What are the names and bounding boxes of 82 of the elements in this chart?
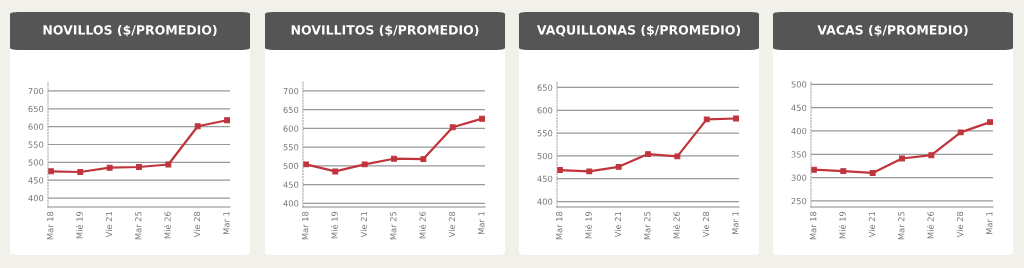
x-tick-label: Mar 1	[478, 211, 485, 235]
point	[449, 124, 456, 131]
point	[615, 163, 622, 170]
point	[332, 168, 339, 175]
x-tick-label: Vie 21	[105, 211, 113, 238]
y-tick-label: 500	[28, 159, 44, 166]
point	[77, 169, 84, 175]
y-tick-label: 400	[28, 195, 44, 202]
point	[811, 166, 817, 173]
point	[957, 129, 964, 136]
x-tick-label: Mar 18	[47, 211, 54, 240]
x-tick-label: Mar 25	[644, 211, 651, 240]
chart-title: VAQUILLONAS ($/PROMEDIO)	[536, 24, 741, 37]
y-tick-label: 700	[28, 87, 44, 95]
y-tick-label: 650	[537, 84, 553, 91]
point	[987, 119, 993, 126]
x-tick-label: Mié 19	[838, 211, 846, 239]
y-tick-label: 600	[28, 123, 44, 130]
point	[136, 164, 142, 170]
y-tick-label: 600	[283, 125, 299, 132]
point	[479, 115, 485, 122]
chart-title: NOVILLOS ($/PROMEDIO)	[43, 24, 217, 37]
y-tick-label: 450	[791, 104, 807, 111]
x-tick-label: Vie 28	[702, 211, 710, 238]
y-tick-label: 550	[28, 141, 44, 148]
y-tick-label: 450	[283, 181, 299, 188]
point	[48, 168, 54, 175]
point	[645, 151, 651, 158]
x-tick-label: Vie 21	[868, 211, 876, 238]
x-tick-label: Vie 28	[193, 211, 201, 238]
x-tick-label: Mar 1	[986, 211, 993, 235]
y-tick-label: 300	[791, 174, 807, 181]
y-tick-label: 600	[537, 107, 553, 114]
x-tick-label: Vie 21	[614, 211, 622, 238]
y-tick-label: 350	[791, 151, 807, 158]
y-tick-label: 550	[283, 144, 299, 151]
x-tick-label: Mié 19	[75, 211, 83, 239]
x-tick-label: Mié 26	[926, 211, 934, 239]
point	[420, 156, 427, 163]
x-tick-label: Mié 19	[584, 211, 592, 239]
point	[674, 153, 681, 160]
point	[361, 161, 368, 168]
point	[391, 155, 397, 162]
x-tick-label: Mar 1	[223, 211, 230, 235]
x-tick-label: Mié 19	[330, 211, 338, 239]
y-tick-label: 450	[537, 175, 553, 182]
chart-title: NOVILLITOS ($/PROMEDIO)	[291, 24, 479, 37]
y-tick-label: 500	[791, 81, 807, 88]
y-tick-label: 650	[28, 105, 44, 113]
x-tick-label: Mar 1	[732, 211, 739, 235]
x-tick-label: Mié 26	[418, 211, 426, 239]
x-tick-label: Mar 25	[135, 211, 142, 240]
x-tick-label: Vie 28	[956, 211, 964, 238]
y-tick-label: 450	[28, 177, 44, 184]
y-tick-label: 500	[283, 162, 299, 170]
y-tick-label: 700	[283, 87, 299, 95]
y-tick-label: 250	[791, 197, 807, 205]
point	[869, 170, 876, 176]
y-tick-label: 550	[537, 130, 553, 137]
x-tick-label: Mar 18	[302, 211, 309, 240]
x-tick-label: Mié 26	[672, 211, 680, 239]
point	[557, 167, 563, 173]
point	[106, 164, 113, 171]
y-tick-label: 500	[537, 152, 553, 160]
point	[194, 123, 201, 130]
x-tick-label: Mar 18	[810, 211, 817, 240]
x-tick-label: Vie 28	[448, 211, 456, 238]
y-tick-label: 400	[283, 200, 299, 207]
point	[224, 117, 230, 124]
x-tick-label: Mar 25	[898, 211, 905, 240]
y-tick-label: 400	[537, 198, 553, 205]
x-tick-label: Mié 26	[163, 211, 171, 239]
point	[703, 116, 710, 123]
x-tick-label: Vie 21	[360, 211, 368, 238]
y-tick-label: 650	[283, 106, 299, 113]
x-tick-label: Mar 18	[556, 211, 563, 240]
chart-title: VACAS ($/PROMEDIO)	[817, 24, 968, 37]
point	[586, 168, 593, 175]
x-tick-label: Mar 25	[390, 211, 397, 240]
point	[840, 168, 847, 175]
y-tick-label: 400	[791, 127, 807, 135]
point	[928, 152, 935, 159]
